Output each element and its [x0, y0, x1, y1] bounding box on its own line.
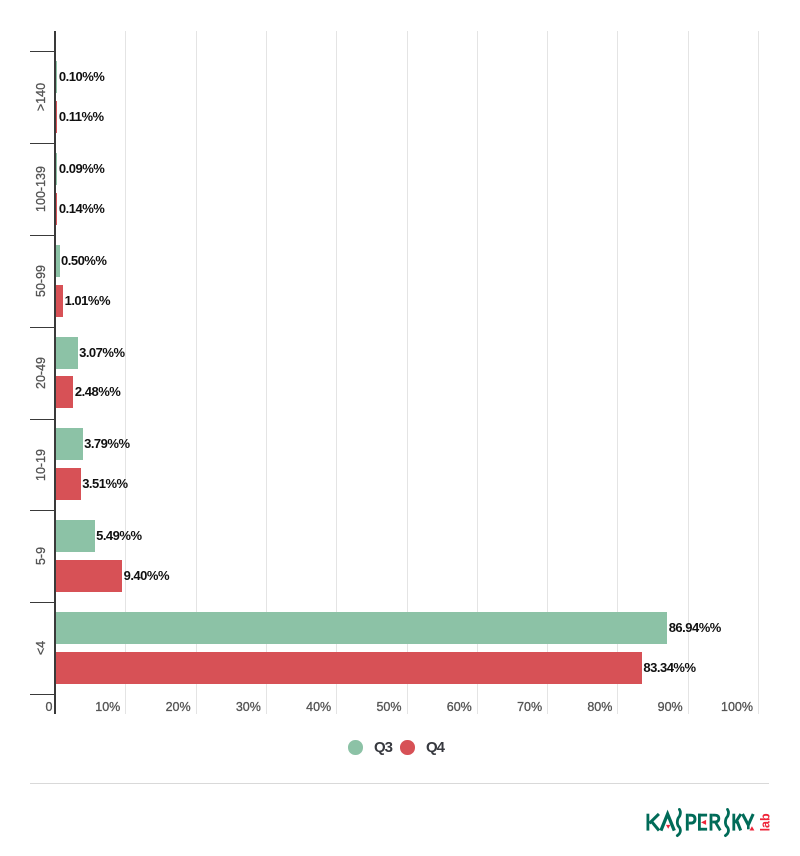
- svg-text:lab: lab: [758, 813, 773, 831]
